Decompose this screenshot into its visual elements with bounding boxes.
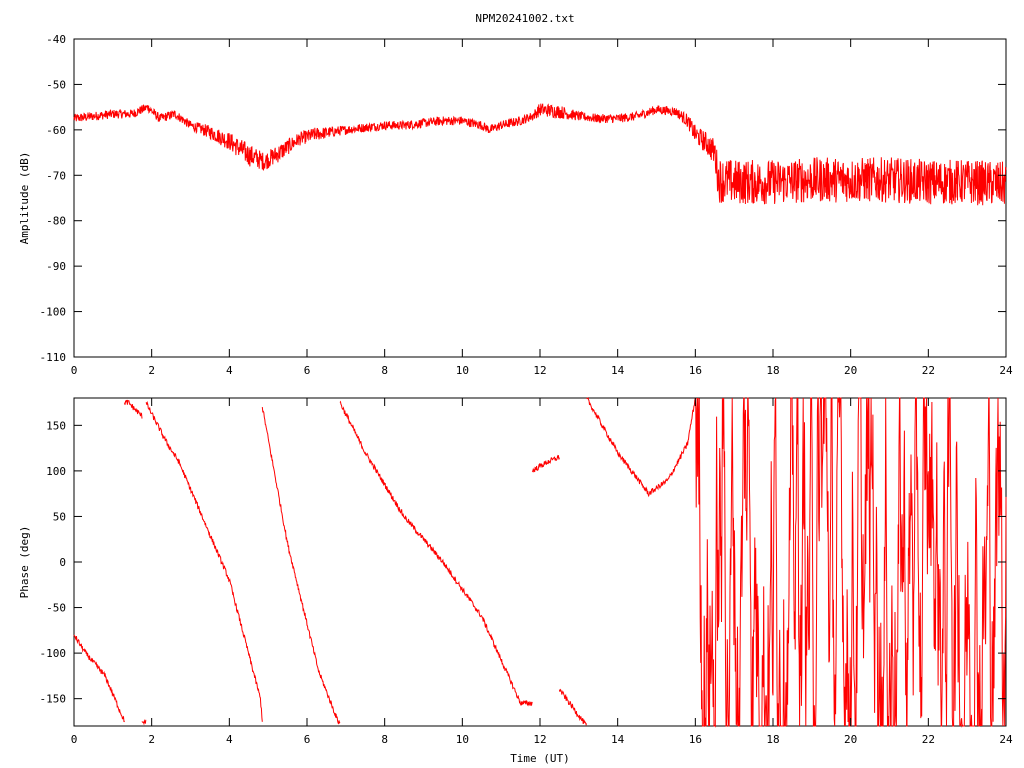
phase-xtick-label: 0	[71, 733, 78, 746]
amplitude-xtick-label: 14	[611, 364, 625, 377]
amplitude-ytick-label: -90	[46, 260, 66, 273]
amplitude-xtick-label: 2	[148, 364, 155, 377]
phase-ytick-label: 50	[53, 510, 66, 523]
amplitude-panel: 0 2 4 6 8 10 12 14 16 18 20 22 24-40-50-60-70-80-90-…	[18, 33, 1013, 377]
phase-ytick-label: 0	[59, 556, 66, 569]
amplitude-xtick-label: 10	[456, 364, 469, 377]
phase-axes: 0 2 4 6 8 10 12 14 16 18 20 22 24150100500-50-100-15…	[40, 398, 1013, 746]
phase-series	[73, 397, 1007, 728]
phase-series-line	[73, 397, 1007, 728]
amplitude-xtick-label: 8	[381, 364, 388, 377]
phase-xtick-label: 12	[533, 733, 546, 746]
phase-xtick-label: 14	[611, 733, 625, 746]
amplitude-xtick-label: 12	[533, 364, 546, 377]
amplitude-xtick-label: 18	[766, 364, 779, 377]
amplitude-xtick-label: 22	[922, 364, 935, 377]
phase-ytick-label: -100	[40, 647, 67, 660]
amplitude-ylabel: Amplitude (dB)	[18, 152, 31, 245]
phase-xtick-label: 20	[844, 733, 857, 746]
phase-ytick-label: -150	[40, 693, 67, 706]
amplitude-ytick-label: -50	[46, 78, 66, 91]
amplitude-ytick-label: -110	[40, 351, 67, 364]
amplitude-ytick-label: -100	[40, 306, 67, 319]
phase-xtick-label: 6	[304, 733, 311, 746]
phase-xtick-label: 22	[922, 733, 935, 746]
amplitude-xtick-label: 4	[226, 364, 233, 377]
amplitude-xtick-label: 0	[71, 364, 78, 377]
phase-xtick-label: 24	[999, 733, 1013, 746]
amplitude-ytick-label: -70	[46, 169, 66, 182]
phase-ylabel: Phase (deg)	[18, 526, 31, 599]
amplitude-axes: 0 2 4 6 8 10 12 14 16 18 20 22 24-40-50-60-70-80-90-…	[40, 33, 1013, 377]
phase-xtick-label: 4	[226, 733, 233, 746]
chart-title: NPM20241002.txt	[475, 12, 574, 25]
amplitude-ytick-label: -40	[46, 33, 66, 46]
phase-panel: 0 2 4 6 8 10 12 14 16 18 20 22 24150100500-50-100-15…	[18, 397, 1013, 765]
phase-ytick-label: -50	[46, 602, 66, 615]
phase-xtick-label: 18	[766, 733, 779, 746]
phase-ytick-label: 150	[46, 419, 66, 432]
phase-ytick-label: 100	[46, 465, 66, 478]
amplitude-xtick-label: 24	[999, 364, 1013, 377]
phase-xtick-label: 16	[689, 733, 702, 746]
amplitude-ytick-label: -80	[46, 215, 66, 228]
amplitude-xtick-label: 16	[689, 364, 702, 377]
phase-xtick-label: 10	[456, 733, 469, 746]
amplitude-xtick-label: 6	[304, 364, 311, 377]
amplitude-series	[73, 103, 1007, 206]
phase-xtick-label: 8	[381, 733, 388, 746]
time-xlabel: Time (UT)	[510, 752, 570, 765]
phase-xtick-label: 2	[148, 733, 155, 746]
amplitude-xtick-label: 20	[844, 364, 857, 377]
amplitude-series-line	[73, 103, 1007, 206]
amplitude-ytick-label: -60	[46, 124, 66, 137]
